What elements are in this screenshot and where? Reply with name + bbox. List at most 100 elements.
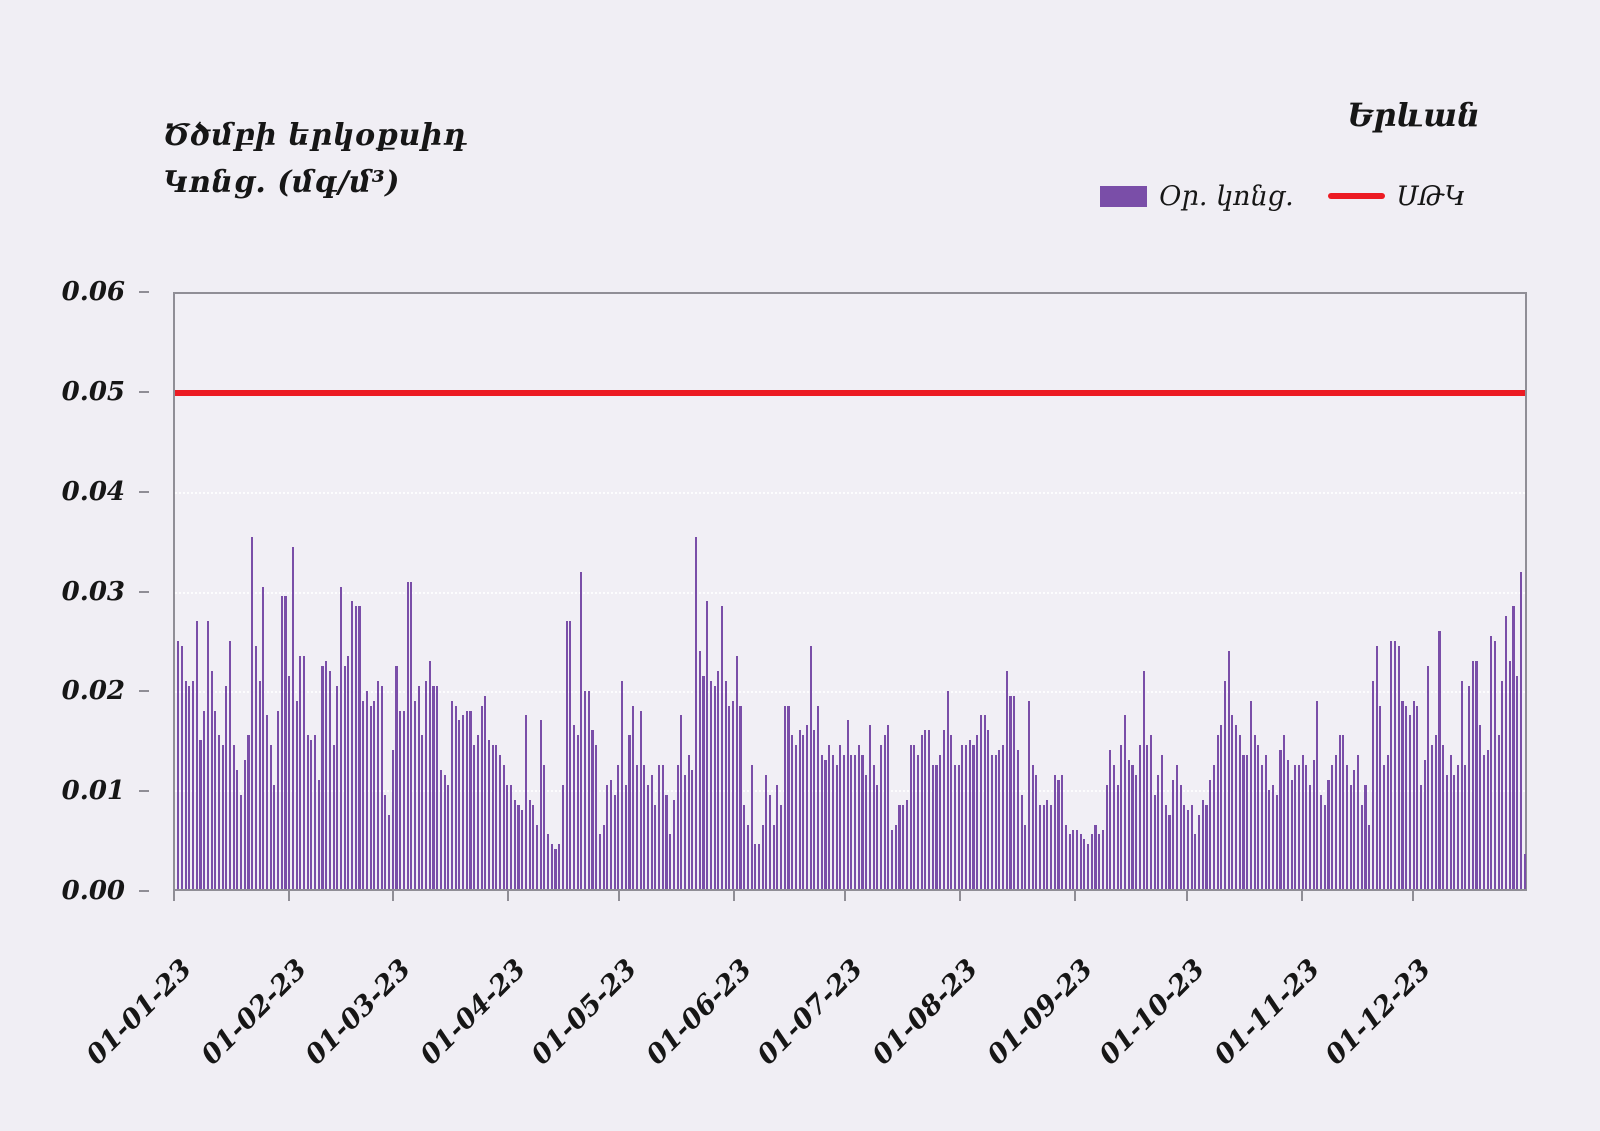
bar <box>450 700 453 889</box>
mac-line-swatch-icon <box>1327 193 1385 199</box>
bar <box>217 735 220 889</box>
bar <box>624 784 627 889</box>
bar <box>817 705 820 889</box>
bar <box>787 705 790 889</box>
bar <box>1231 715 1234 889</box>
bar <box>195 621 198 889</box>
bar <box>543 765 546 889</box>
bar <box>935 765 938 889</box>
bar <box>436 685 439 889</box>
bar <box>650 774 653 889</box>
bar <box>203 710 206 889</box>
bar <box>1194 834 1197 889</box>
x-tick-label: 01-05-23 <box>525 953 644 1072</box>
bar <box>1456 765 1460 889</box>
bar <box>831 755 834 889</box>
bar <box>839 745 842 889</box>
bar <box>1434 735 1437 889</box>
bar <box>469 710 472 889</box>
bar <box>1064 824 1067 889</box>
bar <box>1116 784 1119 889</box>
plot-area <box>173 292 1527 891</box>
bar <box>1124 715 1127 889</box>
y-axis: 0.00 0.01 0.02 0.03 0.04 0.05 0.06 <box>0 277 173 906</box>
x-axis-tick <box>287 891 290 901</box>
bar <box>1312 760 1315 889</box>
bar <box>247 735 250 889</box>
bar <box>824 760 827 889</box>
bar <box>188 685 191 889</box>
bar <box>587 690 590 889</box>
bar <box>447 784 450 889</box>
bar <box>939 755 942 889</box>
x-axis-tick <box>959 891 962 901</box>
bar <box>1327 779 1330 889</box>
bar <box>1482 755 1485 889</box>
bar <box>1460 680 1463 889</box>
bar <box>987 730 990 889</box>
bar <box>258 680 261 889</box>
bar <box>177 641 180 889</box>
bar <box>443 774 446 889</box>
bar <box>957 765 960 889</box>
bar <box>916 755 920 889</box>
bar <box>1334 755 1337 889</box>
bar <box>1342 735 1345 889</box>
bar <box>1227 651 1230 889</box>
bar <box>724 680 727 889</box>
x-axis-tick <box>506 891 509 901</box>
bar <box>380 685 383 889</box>
bar <box>214 710 217 889</box>
x-tick-label: 01-11-23 <box>1208 953 1326 1072</box>
bar <box>1249 700 1252 889</box>
bar <box>1453 774 1456 889</box>
bar <box>635 765 638 889</box>
bar <box>506 784 509 889</box>
bar <box>1161 755 1164 889</box>
bar <box>1301 755 1304 889</box>
bar <box>221 745 224 889</box>
bar <box>1260 765 1263 889</box>
bar <box>953 765 957 889</box>
bar <box>883 735 886 889</box>
bar <box>1431 745 1434 889</box>
bar <box>1005 670 1008 889</box>
bar <box>524 715 527 889</box>
bar <box>1031 765 1034 889</box>
bar <box>1135 774 1138 889</box>
bar <box>1275 794 1278 889</box>
bar <box>413 700 417 889</box>
bar <box>672 799 675 889</box>
bar <box>321 665 324 889</box>
bar <box>920 735 923 889</box>
bar <box>343 665 346 889</box>
bar <box>1153 794 1156 889</box>
bar <box>1127 760 1130 889</box>
x-tick-label: 01-02-23 <box>195 953 313 1072</box>
bar <box>602 824 605 889</box>
bar <box>1013 695 1016 889</box>
bar <box>306 735 309 889</box>
bar <box>184 680 187 889</box>
y-axis-tick <box>139 890 149 892</box>
bar <box>1198 814 1201 889</box>
bar <box>1042 804 1045 889</box>
bar <box>1349 784 1352 889</box>
bar <box>979 715 982 889</box>
x-axis-tick <box>1074 891 1077 901</box>
bar <box>1290 779 1293 889</box>
gridline <box>175 492 1525 495</box>
chart-title: Ծծմբի երկօքսիդ Կոնց. (մգ/մ³) <box>163 112 468 206</box>
bar <box>358 606 361 889</box>
bar <box>1309 784 1312 889</box>
bar <box>1382 765 1386 889</box>
bar <box>1357 755 1360 889</box>
bar <box>1120 745 1123 889</box>
bar <box>251 536 254 889</box>
bar <box>946 690 949 889</box>
bar <box>828 745 831 889</box>
bar <box>473 745 476 889</box>
bar <box>1035 774 1038 889</box>
bar <box>1423 760 1426 889</box>
